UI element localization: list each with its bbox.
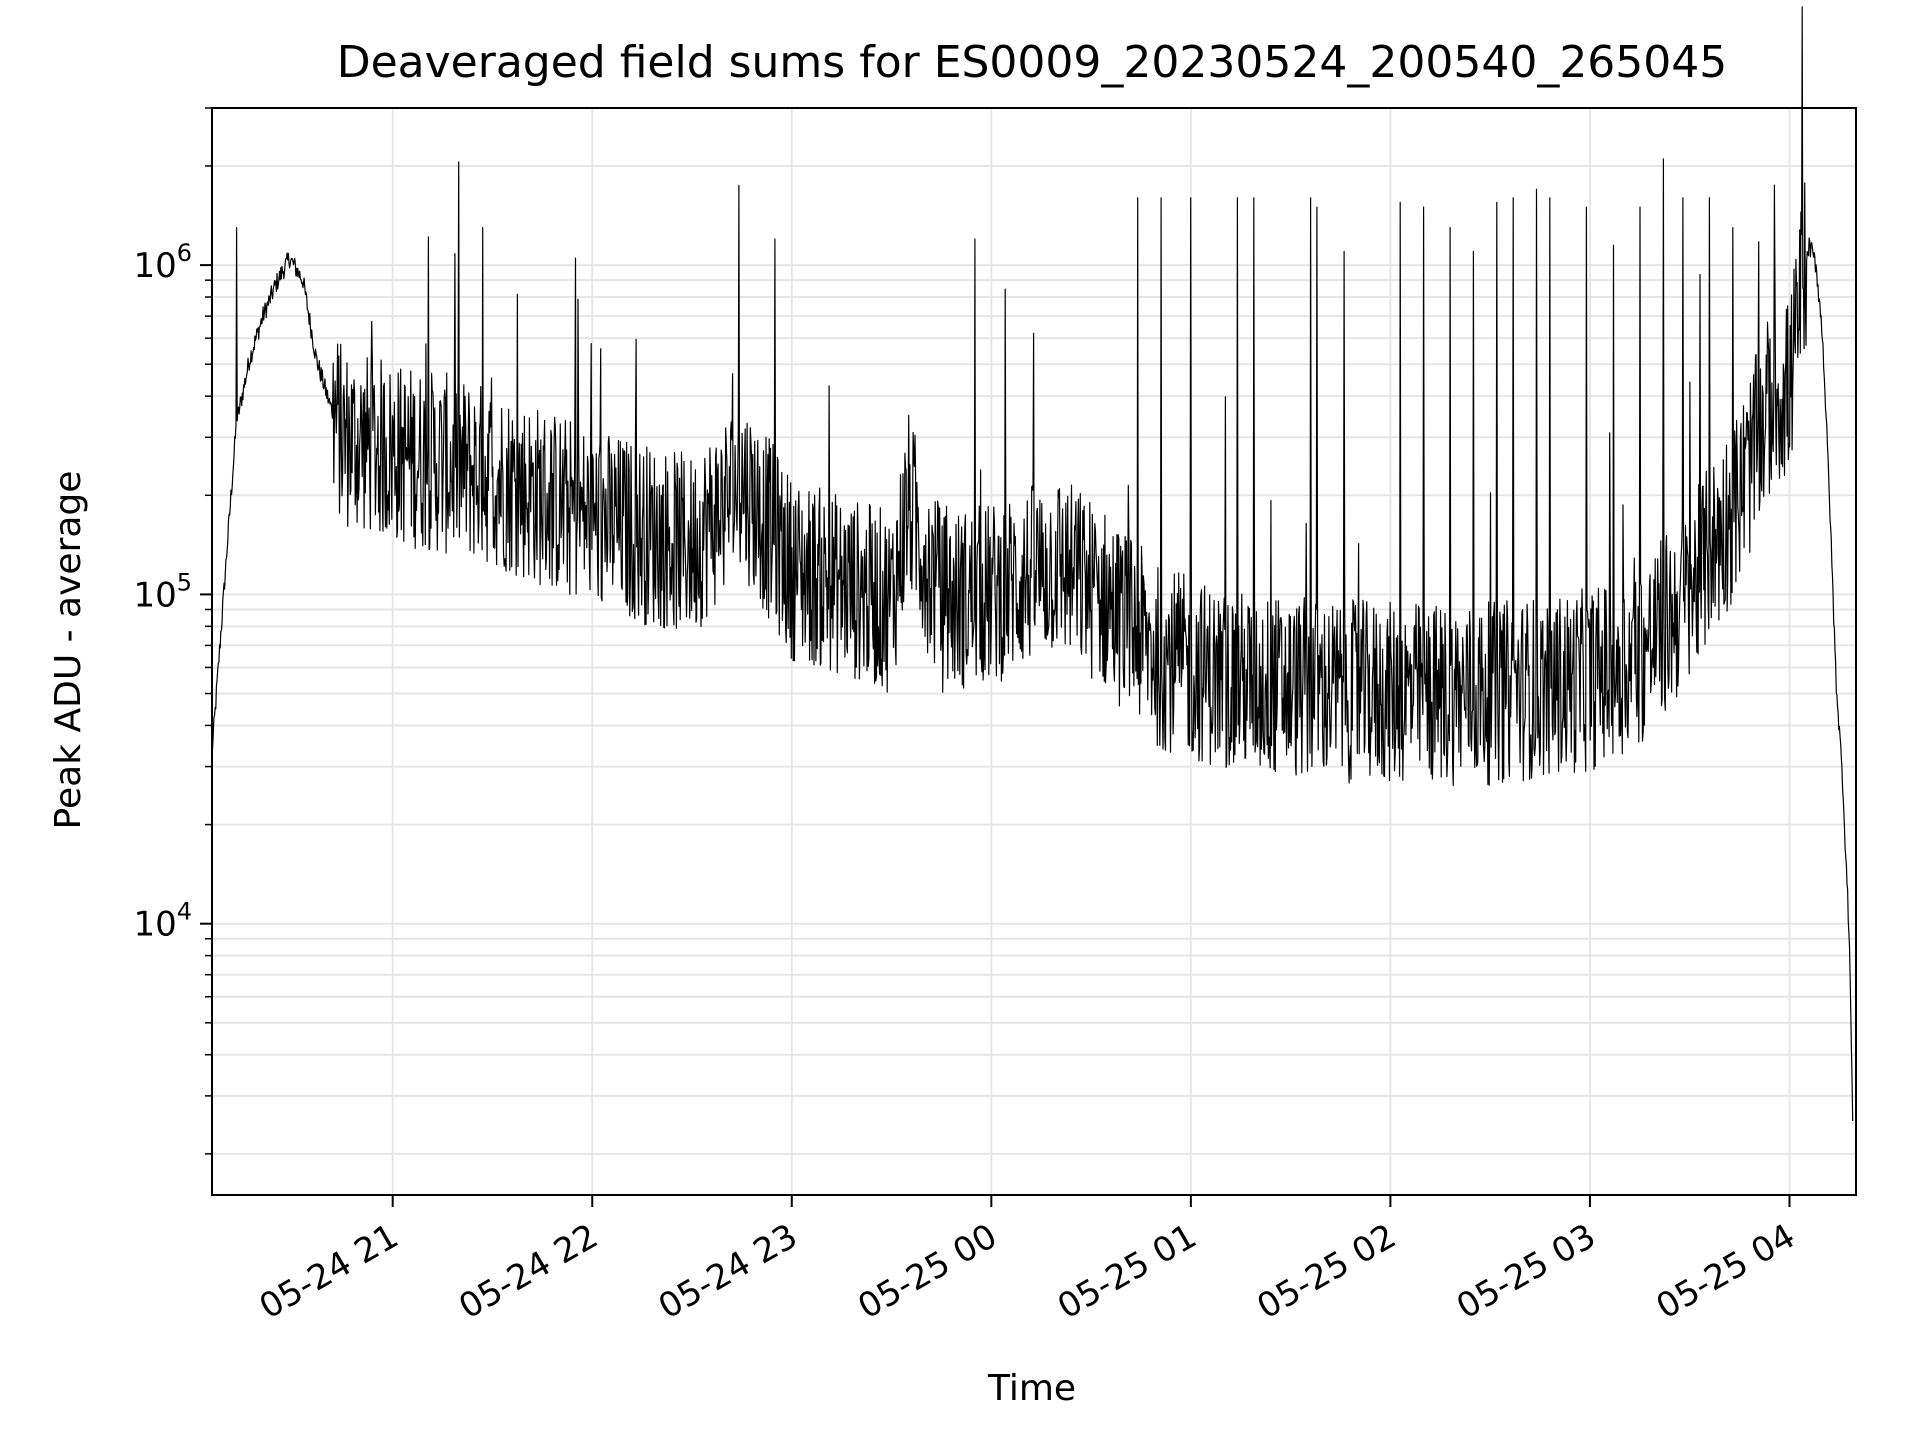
x-tick-label: 05-25 01 (1051, 1216, 1203, 1327)
y-tick-label: 104 (133, 898, 192, 945)
plot-frame (211, 107, 1857, 1196)
chart-title: Deaveraged field sums for ES0009_2023052… (337, 37, 1728, 88)
data-layer (211, 6, 1854, 1122)
y-tick-label: 105 (133, 568, 192, 615)
x-tick-label: 05-24 23 (652, 1216, 804, 1327)
series-line (211, 6, 1854, 1122)
x-tick-label: 05-24 21 (253, 1216, 405, 1327)
x-tick-label: 05-25 00 (851, 1216, 1003, 1327)
y-axis: 104 105 106 (133, 107, 212, 1155)
x-tick-label: 05-24 22 (452, 1216, 604, 1327)
x-tick-label: 05-25 03 (1450, 1216, 1602, 1327)
x-axis-label: Time (987, 1368, 1076, 1409)
plot-area (212, 108, 1856, 1195)
x-tick-label: 05-25 04 (1650, 1216, 1802, 1327)
x-tick-label: 05-25 02 (1251, 1216, 1403, 1327)
y-tick-label: 106 (133, 239, 192, 286)
y-axis-label: Peak ADU - average (48, 471, 89, 830)
x-axis: 05-24 21 05-24 22 05-24 23 05-25 00 05-25 01… (253, 1195, 1802, 1327)
